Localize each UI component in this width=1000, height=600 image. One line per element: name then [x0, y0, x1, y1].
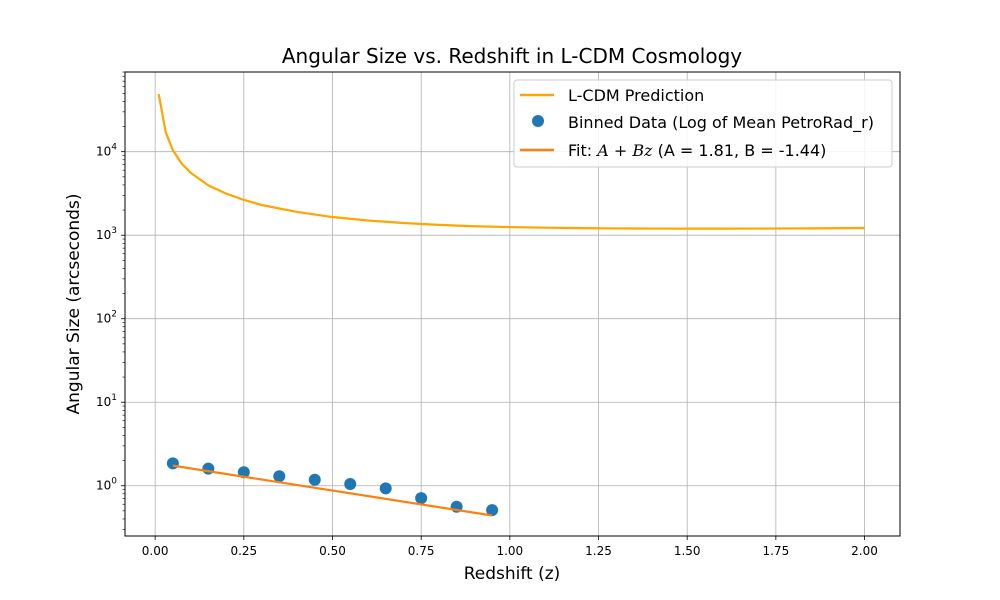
x-tick-label: 0.50: [319, 544, 346, 558]
y-tick-label: 104: [96, 143, 117, 159]
y-tick-exponent: 2: [111, 310, 117, 320]
legend-label-fit: Fit: A + Bz (A = 1.81, B = -1.44): [568, 141, 826, 160]
y-tick-base: 10: [96, 479, 111, 493]
data-point-binned: [166, 457, 179, 470]
y-tick-base: 10: [96, 228, 111, 242]
legend: L-CDM Prediction Binned Data (Log of Mea…: [513, 79, 893, 168]
data-point-binned: [273, 470, 286, 483]
y-tick-label: 102: [96, 310, 117, 326]
x-tick-label: 1.50: [674, 544, 701, 558]
legend-fit-formula: A + Bz: [595, 141, 653, 160]
x-tick-label: 1.00: [496, 544, 523, 558]
legend-fit-prefix: Fit:: [568, 141, 597, 160]
y-tick-base: 10: [96, 312, 111, 326]
series-line-lcdm-prediction: [157, 93, 865, 230]
y-tick-label: 103: [96, 226, 117, 242]
legend-box: [513, 79, 893, 168]
y-tick-label: 101: [96, 393, 117, 409]
chart-title: Angular Size vs. Redshift in L-CDM Cosmo…: [282, 44, 742, 68]
x-axis: 0.00 0.25 0.50 0.75 1.00 1.25 1.50 1.75 2.00: [142, 536, 878, 558]
y-tick-exponent: 1: [111, 393, 117, 403]
y-tick-exponent: 0: [111, 477, 117, 487]
x-tick-label: 1.75: [762, 544, 789, 558]
x-tick-label: 0.00: [142, 544, 169, 558]
y-tick-exponent: 4: [111, 143, 117, 153]
legend-label-lcdm: L-CDM Prediction: [568, 86, 704, 105]
y-tick-base: 10: [96, 145, 111, 159]
data-point-binned: [379, 482, 392, 495]
data-point-binned: [344, 477, 357, 490]
plot-frame: [124, 71, 901, 537]
data-point-binned: [415, 492, 428, 505]
legend-swatch-binned: [532, 115, 544, 127]
y-tick-label: 100: [96, 477, 117, 493]
x-tick-label: 0.25: [230, 544, 257, 558]
data-point-binned: [308, 473, 321, 486]
series-layer: [157, 93, 865, 517]
x-tick-label: 2.00: [851, 544, 878, 558]
legend-fit-params: (A = 1.81, B = -1.44): [653, 141, 827, 160]
y-tick-exponent: 3: [111, 226, 117, 236]
legend-label-binned: Binned Data (Log of Mean PetroRad_r): [568, 113, 874, 133]
y-tick-base: 10: [96, 395, 111, 409]
x-axis-label: Redshift (z): [464, 564, 561, 584]
x-tick-label: 0.75: [408, 544, 435, 558]
series-line-fit: [172, 464, 493, 517]
x-tick-label: 1.25: [585, 544, 612, 558]
y-axis-label: Angular Size (arcseconds): [64, 194, 84, 415]
data-point-binned: [486, 504, 499, 517]
